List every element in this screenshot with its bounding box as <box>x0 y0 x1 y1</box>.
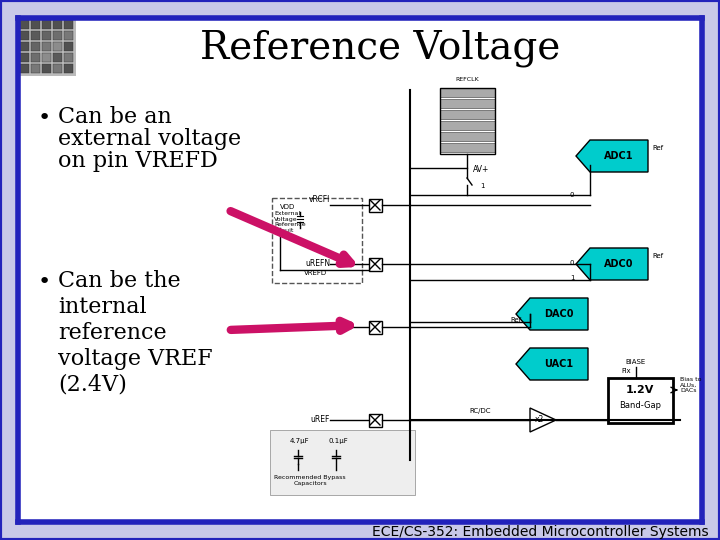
Text: •: • <box>38 108 51 128</box>
Text: 1: 1 <box>570 275 575 281</box>
Text: DAC0: DAC0 <box>544 309 574 319</box>
Text: Bias to
ALUs,
DACs: Bias to ALUs, DACs <box>680 377 701 393</box>
Bar <box>20 42 29 51</box>
Bar <box>64 31 73 40</box>
Text: 4.7µF: 4.7µF <box>290 438 310 444</box>
Bar <box>20 64 29 73</box>
Bar <box>64 42 73 51</box>
Bar <box>440 143 495 152</box>
Bar <box>42 64 51 73</box>
Text: Fix: Fix <box>621 368 631 374</box>
Text: x2: x2 <box>534 415 544 424</box>
Bar <box>440 88 495 154</box>
Bar <box>272 198 362 283</box>
Text: VDD: VDD <box>280 204 295 210</box>
Text: Reference Voltage: Reference Voltage <box>200 29 560 67</box>
Bar <box>42 31 51 40</box>
Bar <box>20 31 29 40</box>
Polygon shape <box>516 298 588 330</box>
FancyArrowPatch shape <box>230 211 351 264</box>
Text: Ref: Ref <box>510 317 521 323</box>
Text: BIASE: BIASE <box>626 359 646 365</box>
Text: Band-Gap: Band-Gap <box>619 402 661 410</box>
Text: on pin VREFD: on pin VREFD <box>58 150 217 172</box>
Bar <box>64 20 73 29</box>
Bar <box>64 53 73 62</box>
Text: REFCLK: REFCLK <box>455 77 479 82</box>
Bar <box>270 430 415 495</box>
Bar <box>42 20 51 29</box>
Text: 0: 0 <box>570 192 575 198</box>
Text: ADC0: ADC0 <box>604 259 634 269</box>
Text: UAC1: UAC1 <box>544 359 574 369</box>
Polygon shape <box>576 140 648 172</box>
Text: 1.2V: 1.2V <box>626 385 654 395</box>
Bar <box>31 20 40 29</box>
Text: Recommended Bypass
Capacitors: Recommended Bypass Capacitors <box>274 475 346 486</box>
Text: AV+: AV+ <box>473 165 490 174</box>
Text: uREFN: uREFN <box>305 259 330 267</box>
Text: vRCFI: vRCFI <box>309 194 330 204</box>
Bar <box>440 99 495 108</box>
Text: VREFD: VREFD <box>303 270 327 276</box>
Polygon shape <box>576 248 648 280</box>
Bar <box>608 378 673 423</box>
Text: (2.4V): (2.4V) <box>58 374 127 396</box>
Bar <box>42 53 51 62</box>
Bar <box>53 20 62 29</box>
Bar <box>53 31 62 40</box>
Bar <box>53 53 62 62</box>
Text: Ref: Ref <box>652 253 663 259</box>
Text: Ref: Ref <box>652 145 663 151</box>
Text: external voltage: external voltage <box>58 128 241 150</box>
Bar <box>20 20 29 29</box>
Bar <box>31 42 40 51</box>
Bar <box>31 31 40 40</box>
Bar <box>369 258 382 271</box>
Bar <box>31 64 40 73</box>
Bar <box>369 414 382 427</box>
Text: voltage VREF: voltage VREF <box>58 348 212 370</box>
Text: 1: 1 <box>480 183 485 189</box>
Bar <box>440 121 495 130</box>
Polygon shape <box>530 408 556 432</box>
Bar <box>64 64 73 73</box>
Text: ECE/CS-352: Embedded Microcontroller Systems: ECE/CS-352: Embedded Microcontroller Sys… <box>372 525 708 539</box>
Text: 0: 0 <box>570 260 575 266</box>
Bar <box>53 64 62 73</box>
Text: 0.1µF: 0.1µF <box>328 438 348 444</box>
FancyArrowPatch shape <box>231 321 350 331</box>
Text: RC/DC: RC/DC <box>469 408 491 414</box>
Polygon shape <box>516 348 588 380</box>
Text: ADC1: ADC1 <box>604 151 634 161</box>
Bar <box>42 42 51 51</box>
Text: internal: internal <box>58 296 147 318</box>
Bar <box>440 132 495 141</box>
Text: Can be an: Can be an <box>58 106 172 128</box>
Text: reference: reference <box>58 322 166 344</box>
Bar <box>369 321 382 334</box>
Text: VRFFD: VRFFD <box>305 322 330 332</box>
Text: •: • <box>38 272 51 292</box>
Bar <box>440 88 495 97</box>
Bar <box>31 53 40 62</box>
Bar <box>369 199 382 212</box>
Bar <box>20 53 29 62</box>
Text: External
Voltage
Reference
Circuit: External Voltage Reference Circuit <box>274 211 305 233</box>
Bar <box>53 42 62 51</box>
Bar <box>18 18 76 76</box>
Text: Can be the: Can be the <box>58 270 181 292</box>
Bar <box>440 110 495 119</box>
Text: uREF: uREF <box>310 415 330 424</box>
